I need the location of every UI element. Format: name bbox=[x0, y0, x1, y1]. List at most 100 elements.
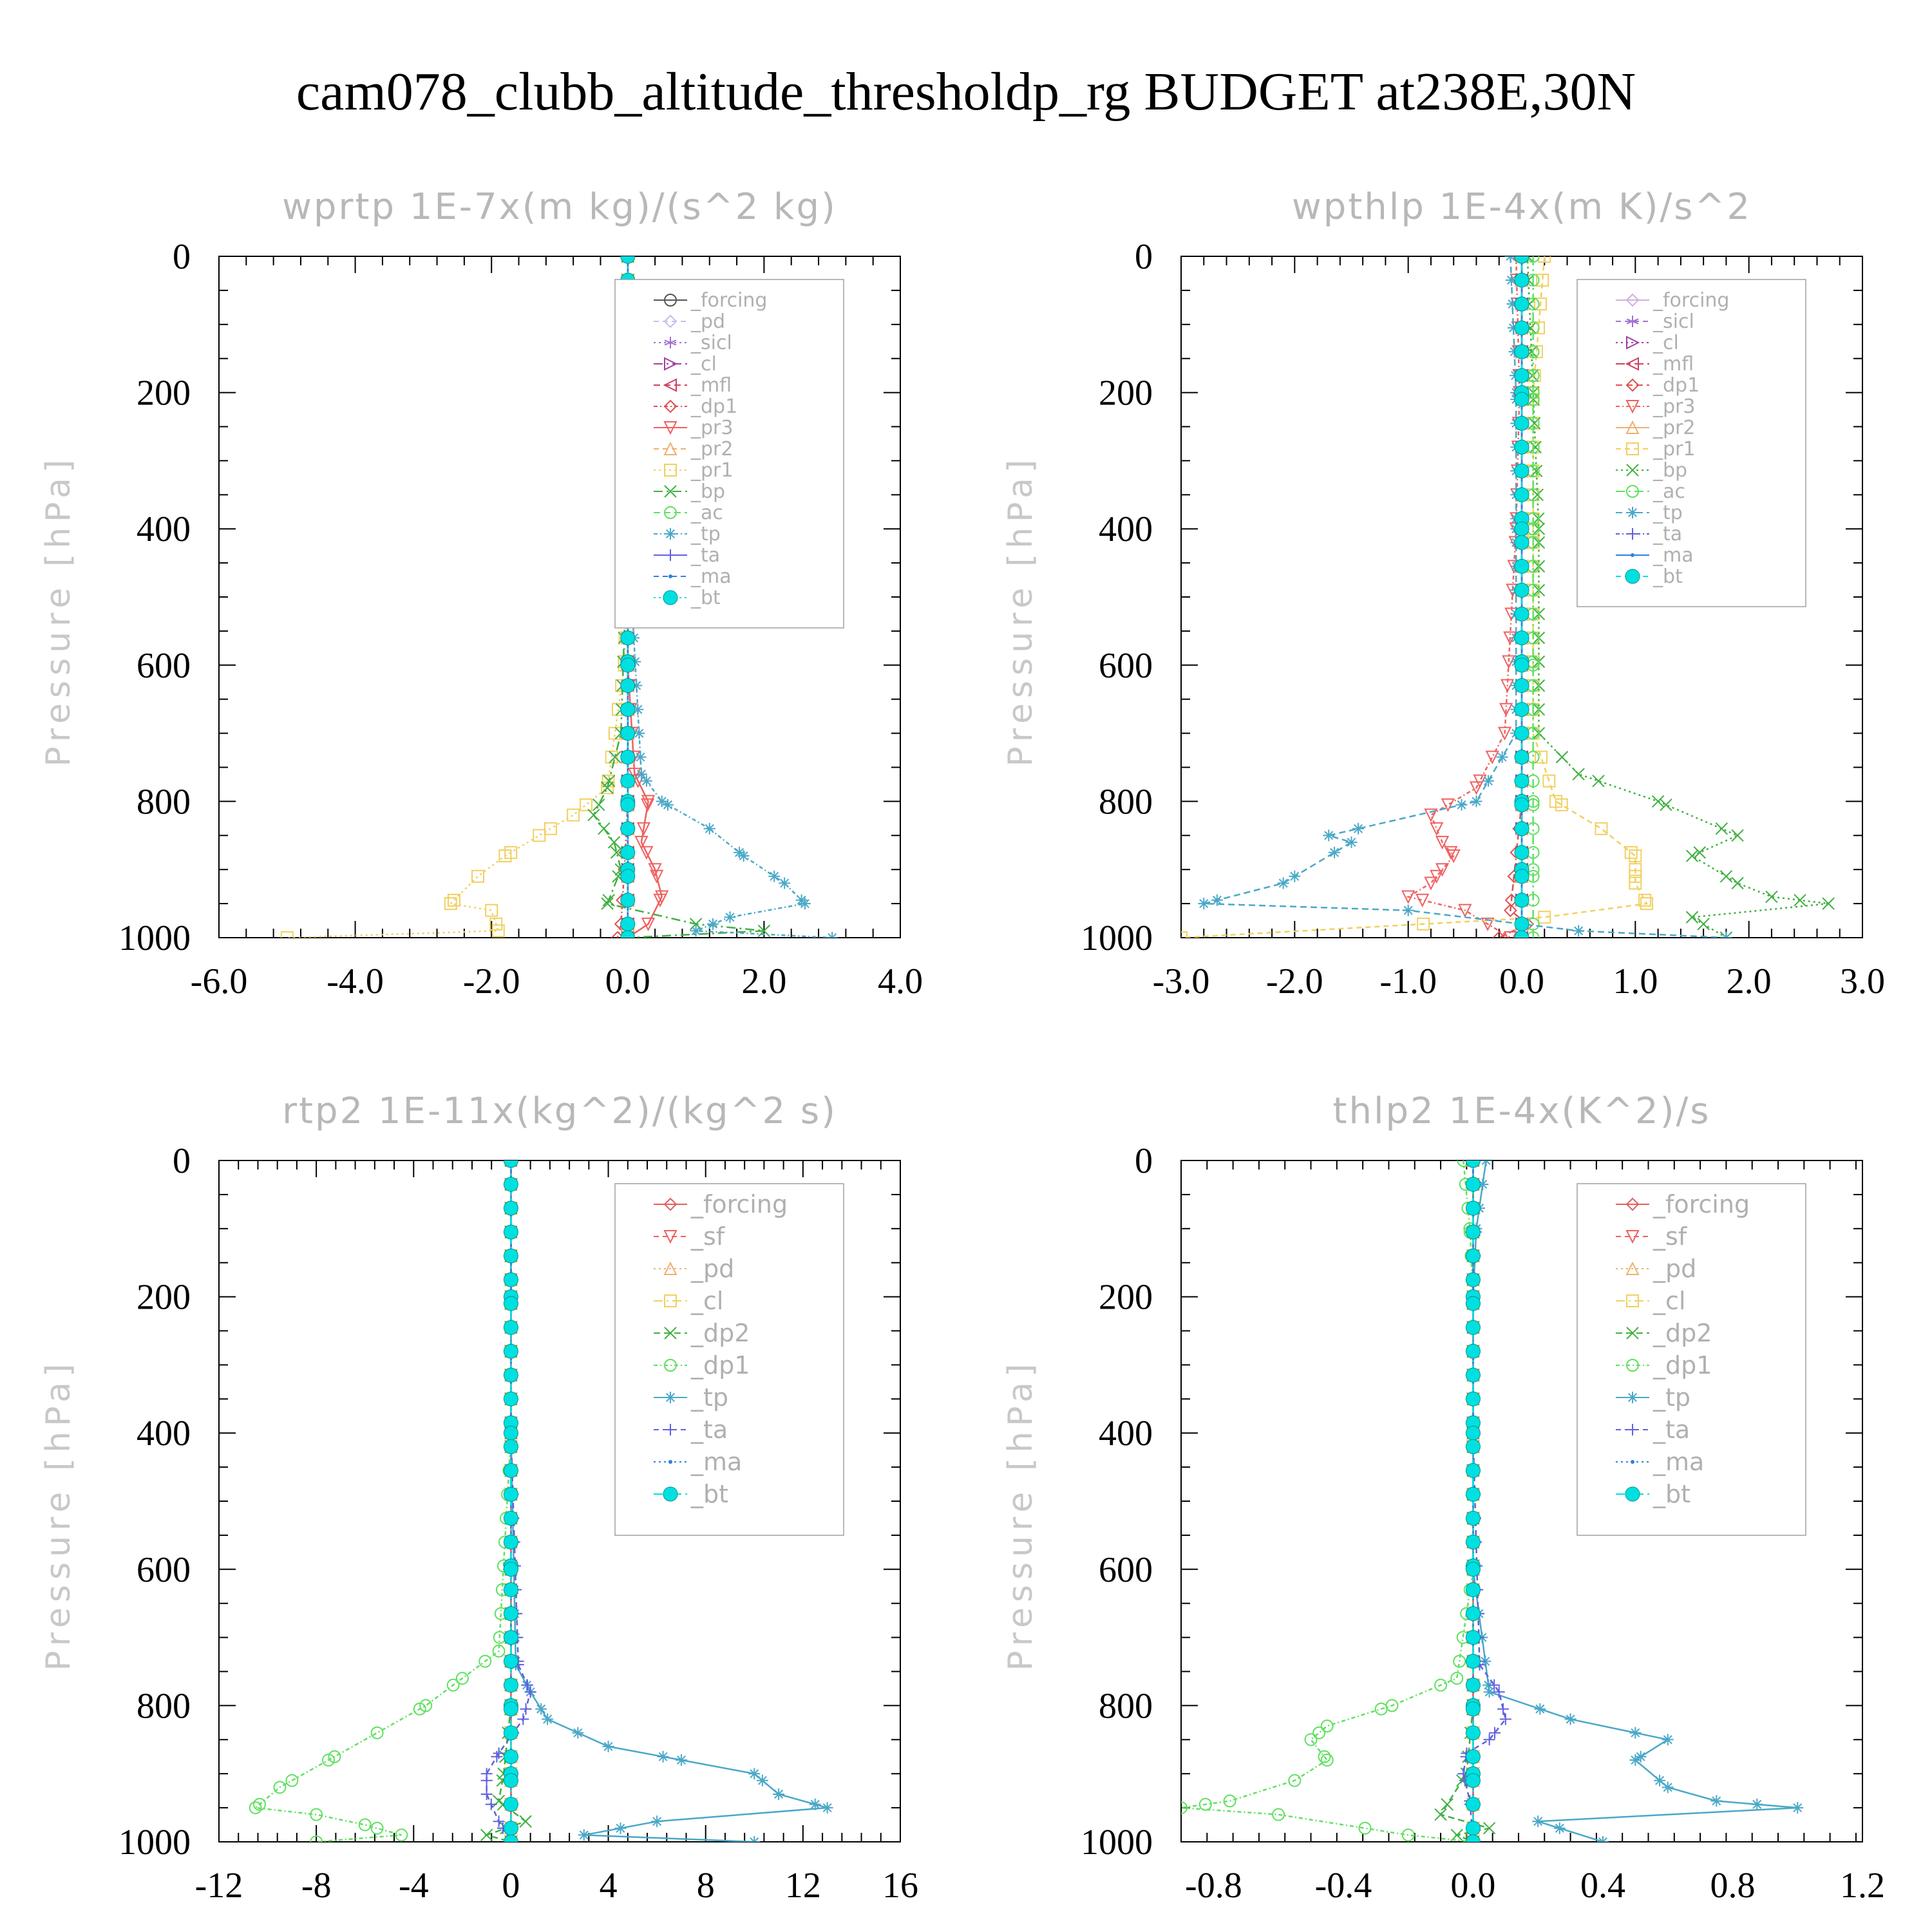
series-dp1 bbox=[1181, 1160, 1480, 1842]
data-point bbox=[1765, 890, 1778, 904]
data-point bbox=[1441, 1798, 1454, 1811]
data-point bbox=[1514, 630, 1530, 645]
data-point bbox=[1483, 1686, 1495, 1698]
data-point bbox=[1514, 773, 1530, 789]
data-point bbox=[1345, 836, 1358, 848]
data-point bbox=[1272, 1808, 1285, 1821]
data-point bbox=[1627, 1392, 1638, 1403]
data-point bbox=[614, 1822, 627, 1834]
data-point bbox=[1465, 1177, 1481, 1192]
legend-label: _dp1 bbox=[1653, 374, 1700, 397]
data-point bbox=[664, 506, 677, 519]
data-point bbox=[664, 1359, 677, 1372]
data-point bbox=[1660, 798, 1672, 811]
data-point bbox=[1596, 1836, 1609, 1842]
data-point bbox=[1358, 1821, 1372, 1835]
data-point bbox=[1629, 863, 1642, 876]
legend-label: _tp bbox=[1653, 502, 1683, 524]
data-point bbox=[664, 485, 677, 498]
data-point bbox=[503, 1606, 518, 1622]
data-point bbox=[1625, 400, 1640, 414]
data-point bbox=[1715, 822, 1728, 835]
y-tick-label: 800 bbox=[137, 1686, 191, 1726]
legend-label: _bt bbox=[690, 1480, 728, 1508]
legend-label: _pr2 bbox=[690, 438, 733, 460]
x-tick-label: -1.0 bbox=[1379, 961, 1437, 1001]
data-point bbox=[1488, 1679, 1501, 1691]
data-point bbox=[503, 1248, 518, 1264]
data-point bbox=[1505, 274, 1517, 287]
panel-1: wprtp 1E-7x(m kg)/(s^2 kg) Pressure [hPa]… bbox=[39, 186, 923, 1001]
data-point bbox=[1453, 1654, 1466, 1668]
data-point bbox=[1514, 463, 1530, 478]
data-point bbox=[650, 869, 664, 884]
y-tick-label: 200 bbox=[1099, 374, 1153, 413]
data-point bbox=[1430, 822, 1444, 836]
data-point bbox=[821, 1802, 833, 1814]
data-point bbox=[1514, 415, 1530, 431]
x-tick-label: 0 bbox=[502, 1866, 520, 1906]
data-point bbox=[620, 821, 636, 837]
data-point bbox=[1526, 931, 1540, 938]
data-point bbox=[601, 781, 614, 794]
data-point bbox=[1402, 904, 1414, 916]
data-point bbox=[1514, 893, 1530, 908]
data-point bbox=[444, 897, 457, 911]
legend-label: _bt bbox=[1653, 1480, 1690, 1508]
y-tick-label: 0 bbox=[173, 237, 191, 277]
data-point bbox=[1629, 1754, 1642, 1766]
legend: _forcing_pd_sicl_cl_mfl_dp1_pr3_pr2_pr1_… bbox=[614, 279, 844, 629]
legend-item: _ta bbox=[1616, 1416, 1690, 1444]
data-point bbox=[503, 1160, 518, 1168]
legend-item: _ma bbox=[654, 1448, 742, 1476]
x-tick-label: -2.0 bbox=[1266, 961, 1323, 1001]
legend-label: _ma bbox=[1653, 544, 1694, 567]
data-point bbox=[663, 1197, 677, 1211]
data-point bbox=[748, 1836, 761, 1842]
data-point bbox=[1455, 799, 1468, 811]
data-point bbox=[1640, 897, 1653, 911]
data-point bbox=[587, 808, 600, 822]
data-point bbox=[1514, 296, 1530, 312]
data-point bbox=[493, 1747, 505, 1759]
y-tick-label: 800 bbox=[137, 782, 191, 822]
data-point bbox=[1624, 846, 1638, 859]
data-point bbox=[503, 1678, 518, 1693]
data-point bbox=[635, 768, 647, 781]
data-point bbox=[1514, 272, 1530, 288]
data-point bbox=[598, 822, 611, 835]
legend-item: _ma bbox=[1616, 1448, 1704, 1476]
legend-label: _cl bbox=[1653, 1287, 1685, 1315]
data-point bbox=[768, 870, 781, 882]
data-point bbox=[707, 918, 719, 930]
data-point bbox=[535, 1703, 547, 1715]
data-point bbox=[1538, 911, 1551, 924]
y-tick-label: 200 bbox=[137, 374, 191, 413]
data-point bbox=[455, 1672, 469, 1685]
data-point bbox=[1483, 1734, 1495, 1746]
y-tick-label: 0 bbox=[1135, 237, 1153, 277]
legend-label: _mfl bbox=[690, 374, 732, 397]
data-point bbox=[503, 1367, 518, 1383]
data-point bbox=[690, 925, 702, 937]
y-tick-label: 400 bbox=[1099, 509, 1153, 549]
data-point bbox=[1794, 894, 1806, 907]
legend-item: _dp1 bbox=[1616, 1351, 1712, 1379]
legend-label: _ma bbox=[690, 565, 732, 588]
data-point bbox=[1374, 1702, 1388, 1716]
data-point bbox=[1627, 507, 1638, 518]
data-point bbox=[809, 1798, 821, 1810]
data-point bbox=[668, 574, 672, 578]
data-point bbox=[1514, 344, 1530, 359]
data-point bbox=[1304, 1733, 1318, 1747]
data-point bbox=[1629, 849, 1642, 863]
data-point bbox=[1625, 1486, 1640, 1502]
data-point bbox=[663, 1261, 677, 1275]
data-point bbox=[503, 1510, 518, 1526]
legend-label: _ta bbox=[690, 544, 720, 567]
data-point bbox=[1465, 1343, 1481, 1359]
legend-item: _cl bbox=[654, 353, 717, 375]
legend-label: _forcing bbox=[1653, 289, 1729, 312]
legend-label: _sicl bbox=[690, 332, 732, 354]
data-point bbox=[252, 1797, 266, 1811]
